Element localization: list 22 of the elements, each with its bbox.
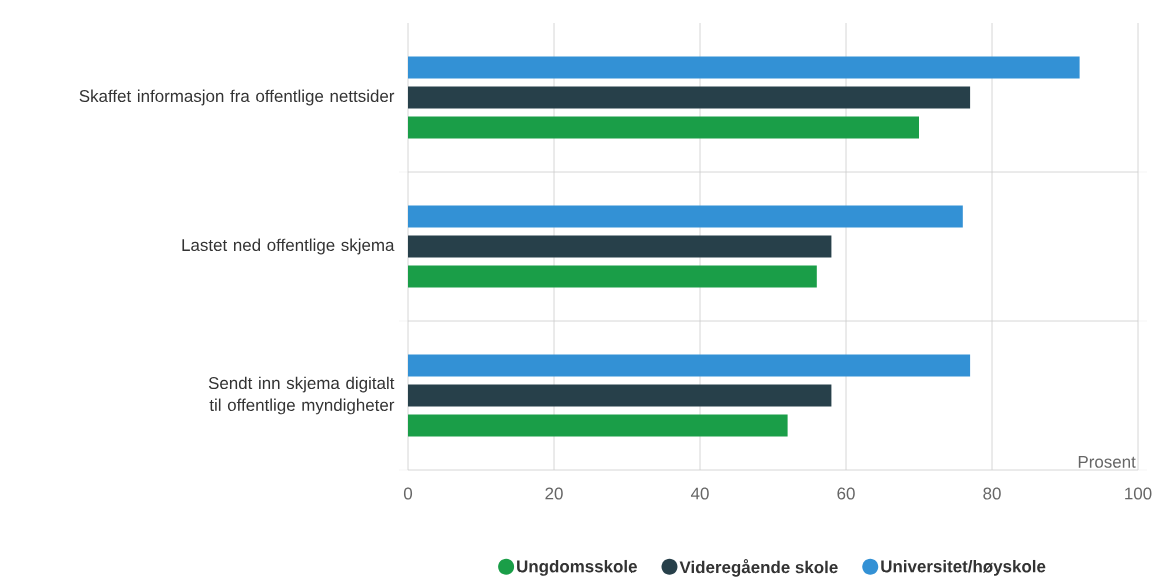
bar [408, 414, 788, 437]
bar [408, 235, 832, 258]
bar [408, 265, 817, 288]
x-tick-label: 20 [545, 487, 563, 500]
bar [408, 86, 971, 109]
bar [408, 56, 1080, 79]
legend-label: Universitet/høyskole [881, 559, 1046, 576]
y-tick-label: Skaffet informasjon fra offentlige nettsider [79, 89, 395, 106]
x-tick-label: 40 [690, 487, 709, 500]
bar [408, 116, 919, 139]
bar [408, 384, 832, 407]
y-tick-label: Lastet ned offentlige skjema [182, 238, 395, 255]
bar [408, 354, 971, 377]
y-tick-label: Sendt inn skjema digitalt til offentlige myndigheter [208, 376, 395, 415]
legend-label: Videregående skole [679, 559, 838, 577]
bar [408, 205, 963, 228]
x-tick-label: 60 [837, 487, 855, 500]
x-axis-title: Prosent [1078, 455, 1136, 468]
legend-label: Ungdomsskole [517, 559, 637, 576]
x-tick-label: 80 [983, 487, 1001, 500]
x-tick-label: 0 [403, 487, 413, 500]
x-tick-label: 100 [1125, 487, 1152, 500]
